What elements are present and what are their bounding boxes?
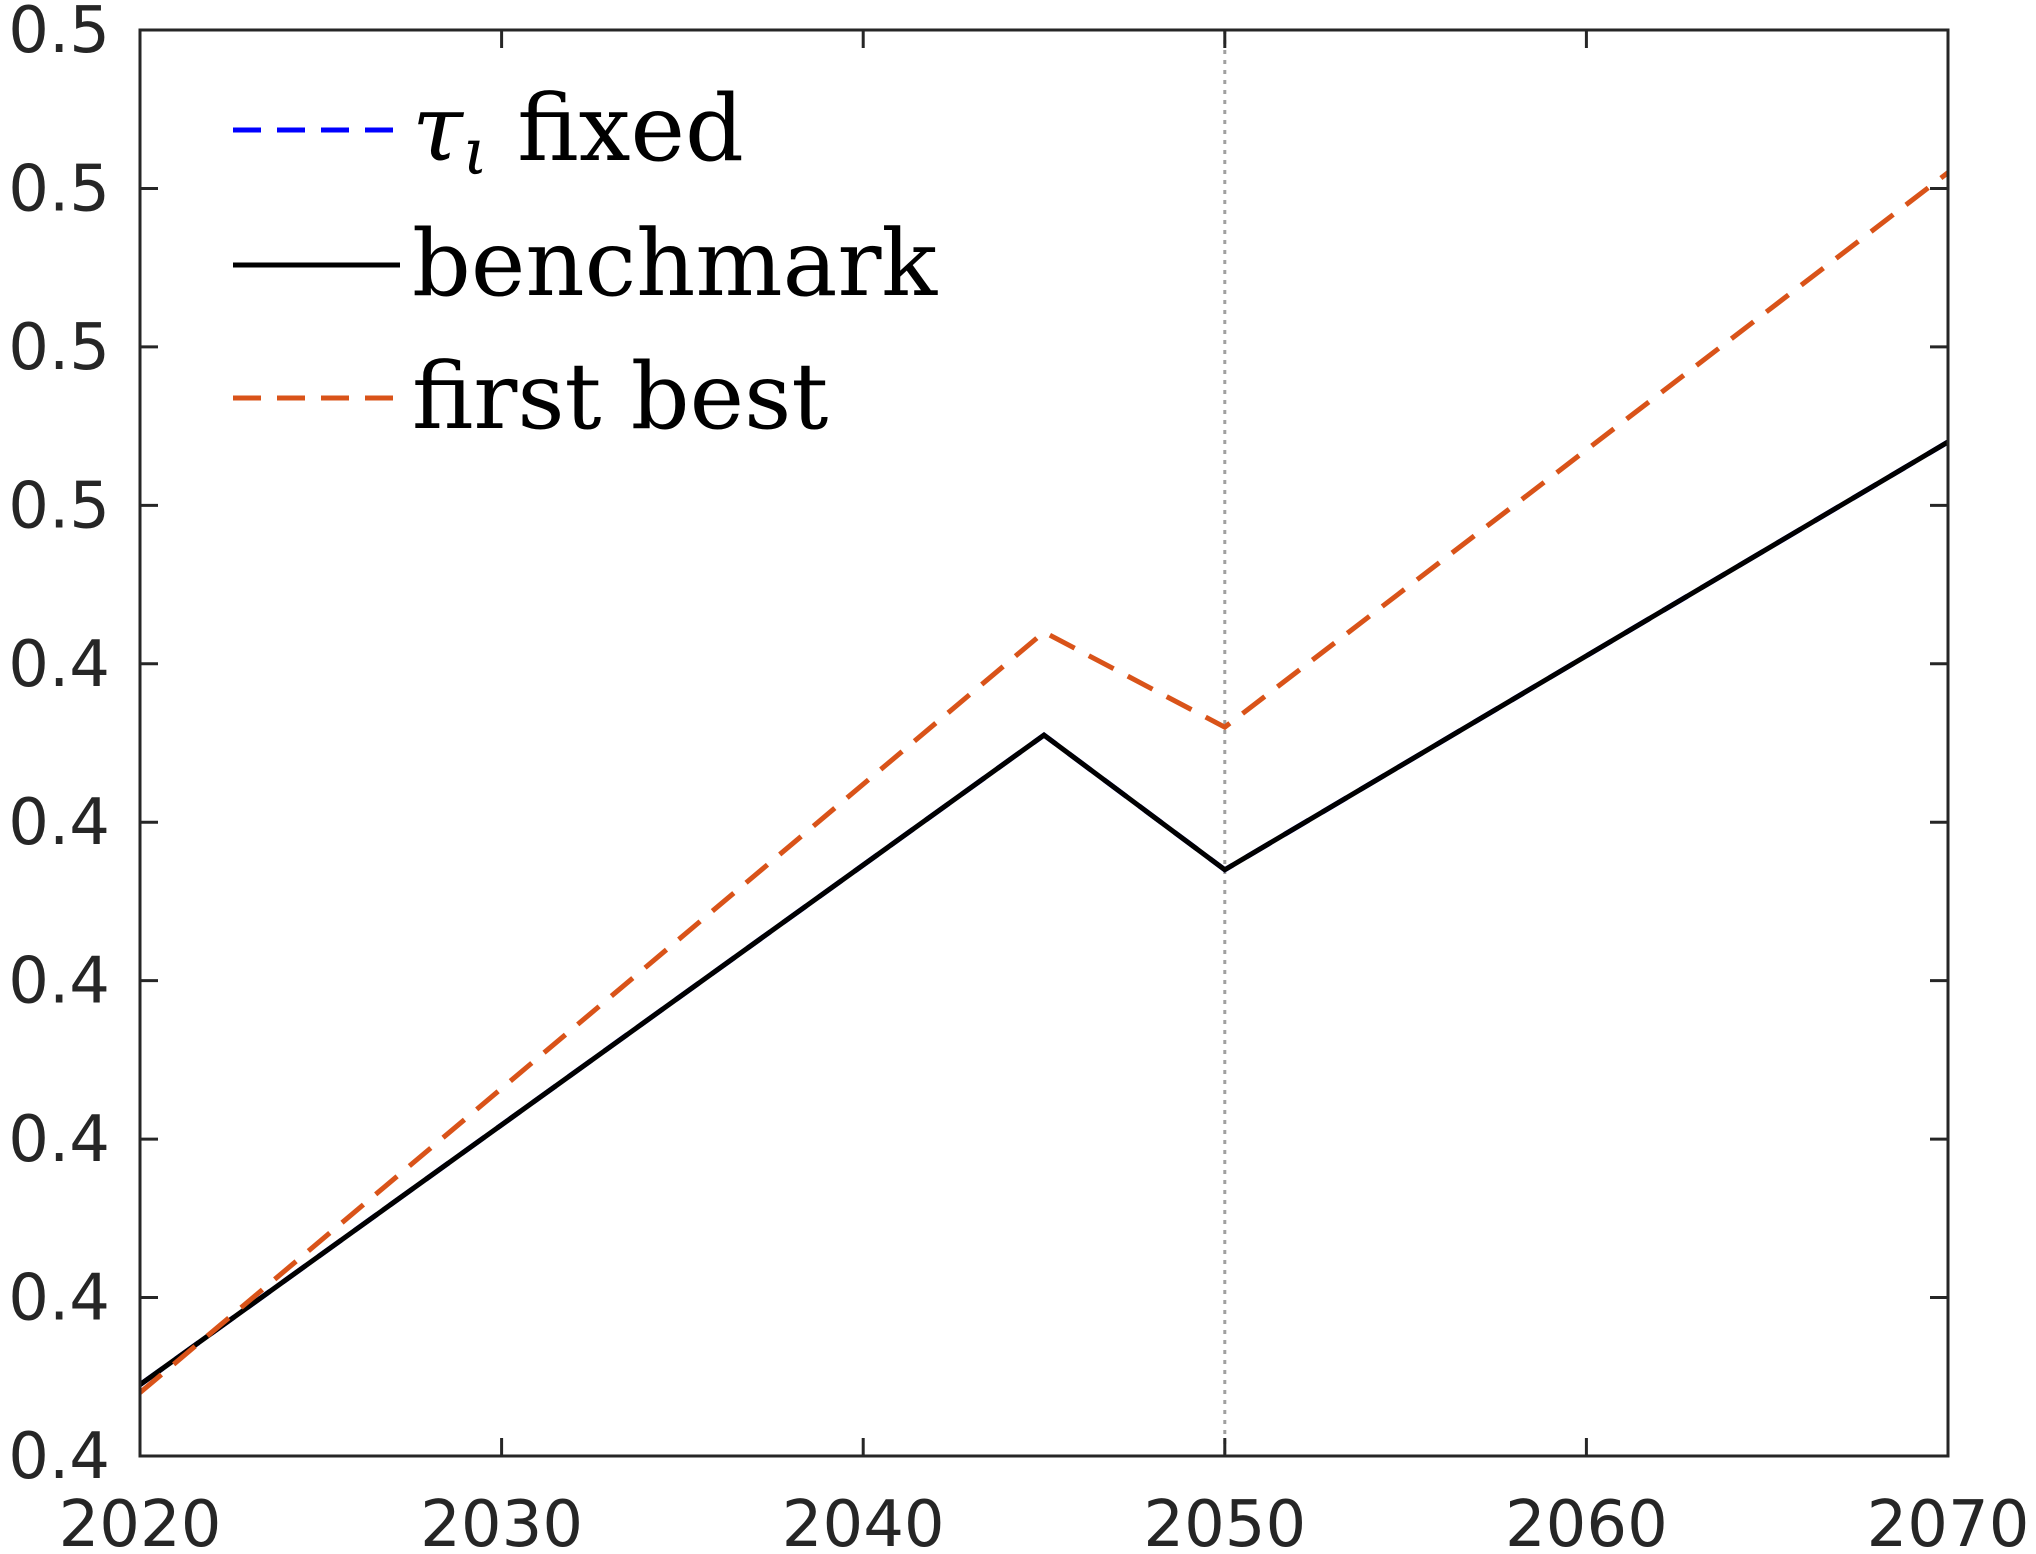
x-tick-label: 2050	[1143, 1488, 1306, 1554]
series-line-fixed	[138, 439, 1950, 1387]
y-tick-label: 0.4	[8, 628, 110, 702]
y-tick-label: 0.4	[8, 1420, 110, 1494]
y-tick-label: 0.5	[8, 152, 110, 226]
x-tick-label: 2030	[420, 1488, 583, 1554]
y-tick-label: 0.5	[8, 0, 110, 68]
plot-frame	[138, 28, 1950, 1458]
legend-label-first-best: first best	[412, 343, 828, 450]
x-tick-label: 2070	[1867, 1488, 2030, 1554]
y-tick-label: 0.4	[8, 1103, 110, 1177]
x-tick-label: 2040	[782, 1488, 945, 1554]
series-layer	[138, 170, 1950, 1395]
y-tick-label: 0.5	[8, 311, 110, 385]
y-tick-label: 0.5	[8, 469, 110, 543]
y-tick-label: 0.4	[8, 945, 110, 1019]
legend-label-benchmark: benchmark	[412, 210, 938, 317]
series-line-first-best	[138, 170, 1950, 1395]
legend-label-fixed: τι fixed	[412, 75, 744, 190]
x-tick-label: 2020	[59, 1488, 222, 1554]
y-tick-label: 0.4	[8, 786, 110, 860]
x-tick-label: 2060	[1505, 1488, 1668, 1554]
tick-layer: 2020 2030 2040 2050 2060 2070 0.4 0.4 0.4 0.4 0.4 0…	[8, 0, 2029, 1554]
legend: τι fixed benchmark first best	[233, 75, 938, 450]
y-tick-label: 0.4	[8, 1262, 110, 1336]
series-line-benchmark	[138, 439, 1950, 1387]
